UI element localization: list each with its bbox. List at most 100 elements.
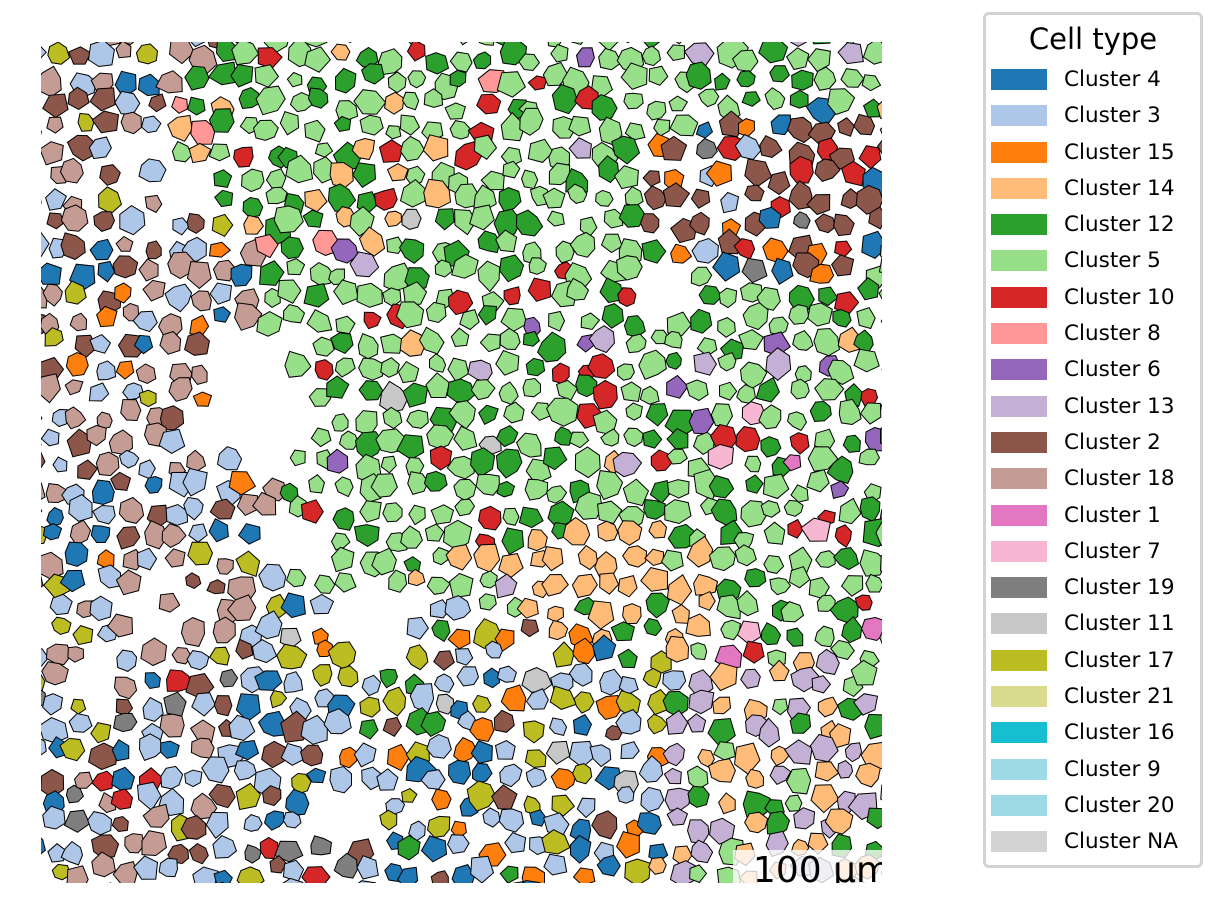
cell-polygon (860, 616, 882, 642)
cell-polygon (742, 302, 769, 331)
cell-polygon (330, 332, 354, 355)
cell-polygon (830, 639, 855, 660)
cell-polygon (495, 448, 523, 479)
cell-polygon (759, 134, 783, 158)
legend-swatch (991, 431, 1047, 453)
cell-polygon (424, 523, 445, 542)
cell-polygon (787, 518, 804, 539)
cell-polygon (208, 646, 230, 666)
cell-polygon (545, 740, 571, 765)
cell-polygon (555, 379, 579, 401)
cell-polygon (717, 317, 736, 338)
cell-polygon (167, 114, 193, 142)
cell-polygon (782, 454, 802, 472)
cell-polygon (638, 349, 667, 381)
cell-polygon (187, 96, 206, 116)
cell-polygon (460, 42, 468, 46)
cell-polygon (230, 263, 253, 287)
cell-polygon (187, 541, 214, 566)
cell-polygon (875, 520, 882, 547)
cell-polygon (98, 791, 117, 814)
cell-polygon (541, 546, 564, 572)
legend-label: Cluster 6 (1064, 357, 1161, 383)
cell-polygon (228, 470, 257, 496)
cell-polygon (41, 141, 64, 166)
cell-polygon (254, 610, 283, 640)
cell-polygon (164, 548, 186, 568)
cell-polygon (88, 742, 118, 771)
cell-polygon (456, 666, 480, 687)
cell-polygon (379, 668, 398, 689)
cell-polygon (326, 375, 350, 399)
cell-polygon (480, 170, 505, 191)
cell-polygon (142, 803, 170, 828)
cell-polygon (691, 237, 719, 264)
cell-polygon (853, 348, 880, 373)
cell-polygon (479, 333, 501, 353)
cell-polygon (282, 877, 304, 883)
cell-polygon (259, 260, 285, 286)
cell-polygon (598, 116, 623, 146)
cell-polygon (89, 87, 116, 112)
cell-polygon (878, 256, 882, 273)
cell-polygon (470, 740, 493, 764)
cell-polygon (598, 47, 623, 71)
cell-polygon (310, 835, 333, 856)
cell-polygon (742, 640, 765, 664)
cell-polygon (385, 125, 402, 140)
cell-polygon (832, 547, 860, 571)
cell-polygon (184, 65, 210, 91)
cell-polygon (568, 662, 593, 687)
cell-polygon (546, 397, 579, 427)
cell-polygon (785, 47, 810, 71)
cell-polygon (736, 384, 756, 404)
cell-polygon (90, 525, 111, 543)
cell-polygon (567, 183, 588, 204)
cell-polygon (639, 385, 660, 405)
cell-polygon (41, 482, 46, 500)
legend-label: Cluster 9 (1064, 756, 1161, 782)
cell-polygon (624, 186, 644, 207)
cell-polygon (190, 42, 206, 48)
cell-polygon (569, 231, 596, 258)
cell-polygon (569, 834, 592, 864)
cell-polygon (208, 241, 232, 258)
legend-swatch (991, 69, 1047, 90)
cell-polygon (574, 446, 601, 479)
cell-polygon (708, 758, 736, 783)
cell-polygon (698, 590, 716, 611)
cell-polygon (141, 115, 162, 134)
cell-polygon (690, 188, 711, 209)
cell-polygon (115, 360, 135, 380)
cell-polygon (73, 771, 94, 789)
cell-polygon (142, 696, 164, 722)
cell-polygon (447, 759, 472, 785)
cell-polygon (527, 528, 548, 552)
cell-polygon (720, 191, 740, 214)
cell-polygon (698, 284, 723, 305)
cell-polygon (696, 337, 718, 357)
cell-polygon (219, 881, 225, 883)
cell-polygon (639, 213, 660, 234)
cell-polygon (551, 794, 576, 817)
cell-polygon (862, 518, 882, 548)
cell-polygon (353, 524, 380, 547)
cell-polygon (690, 266, 713, 287)
cell-polygon (99, 164, 121, 186)
cell-polygon (426, 576, 451, 595)
cell-polygon (587, 600, 615, 630)
cell-polygon (597, 520, 619, 542)
legend: Cell type Cluster 4 Cluster 3 Cluster 15 Cl… (983, 12, 1203, 868)
legend-item: Cluster 9 (986, 756, 1200, 792)
cell-polygon (524, 749, 547, 768)
cell-polygon (164, 283, 193, 313)
cell-polygon (785, 767, 812, 795)
cell-polygon (500, 307, 528, 332)
legend-swatch (991, 286, 1047, 308)
cell-polygon (67, 86, 90, 110)
cell-polygon (114, 282, 132, 304)
cell-polygon (862, 42, 882, 65)
cell-polygon (64, 541, 89, 567)
cell-polygon (420, 711, 447, 738)
cell-polygon (600, 428, 620, 447)
